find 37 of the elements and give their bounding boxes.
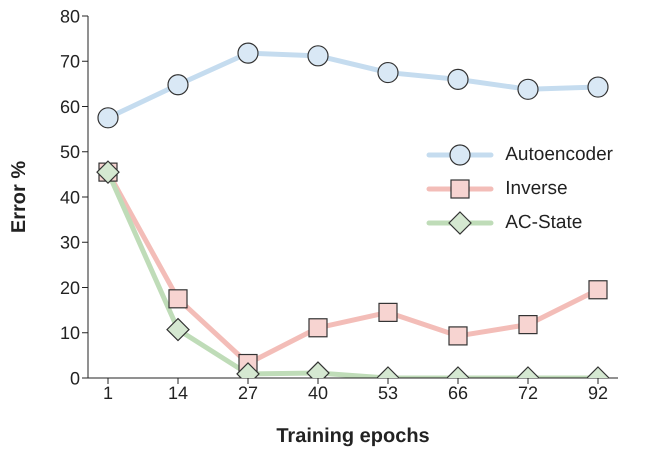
x-tick-label: 27 — [238, 382, 258, 403]
point — [307, 45, 329, 66]
y-tick-label: 40 — [60, 187, 80, 208]
point — [518, 315, 538, 334]
point — [237, 42, 259, 64]
legend-label: AC-State — [505, 212, 582, 234]
y-tick-label: 60 — [60, 96, 80, 117]
point — [377, 62, 399, 84]
legend-label: Autoencoder — [505, 144, 613, 166]
x-tick-label: 14 — [168, 382, 188, 403]
y-tick-label: 50 — [60, 142, 80, 162]
point — [166, 318, 190, 342]
legend-label: Inverse — [505, 178, 568, 200]
x-tick-label: 72 — [518, 382, 538, 403]
x-tick-label: 1 — [102, 382, 114, 403]
point — [517, 78, 539, 100]
x-tick-label: 40 — [308, 382, 328, 403]
point — [448, 326, 468, 346]
y-tick-label: 80 — [60, 6, 80, 26]
x-tick-label: 92 — [588, 382, 608, 403]
x-tick-label: 53 — [378, 382, 398, 403]
y-tick-label: 20 — [60, 278, 80, 298]
x-axis-title: Training epochs — [276, 425, 430, 448]
point — [447, 68, 469, 90]
point — [378, 302, 398, 322]
point — [588, 280, 608, 300]
point — [308, 318, 328, 338]
point — [97, 107, 119, 128]
y-axis-title: Error % — [8, 160, 30, 234]
y-tick-label: 10 — [60, 323, 80, 344]
y-tick-label: 30 — [60, 232, 80, 253]
point — [587, 76, 609, 98]
point — [168, 289, 188, 308]
x-tick-label: 66 — [448, 382, 468, 403]
point — [167, 74, 189, 96]
y-tick-label: 0 — [70, 368, 80, 388]
y-tick-label: 70 — [60, 52, 80, 72]
